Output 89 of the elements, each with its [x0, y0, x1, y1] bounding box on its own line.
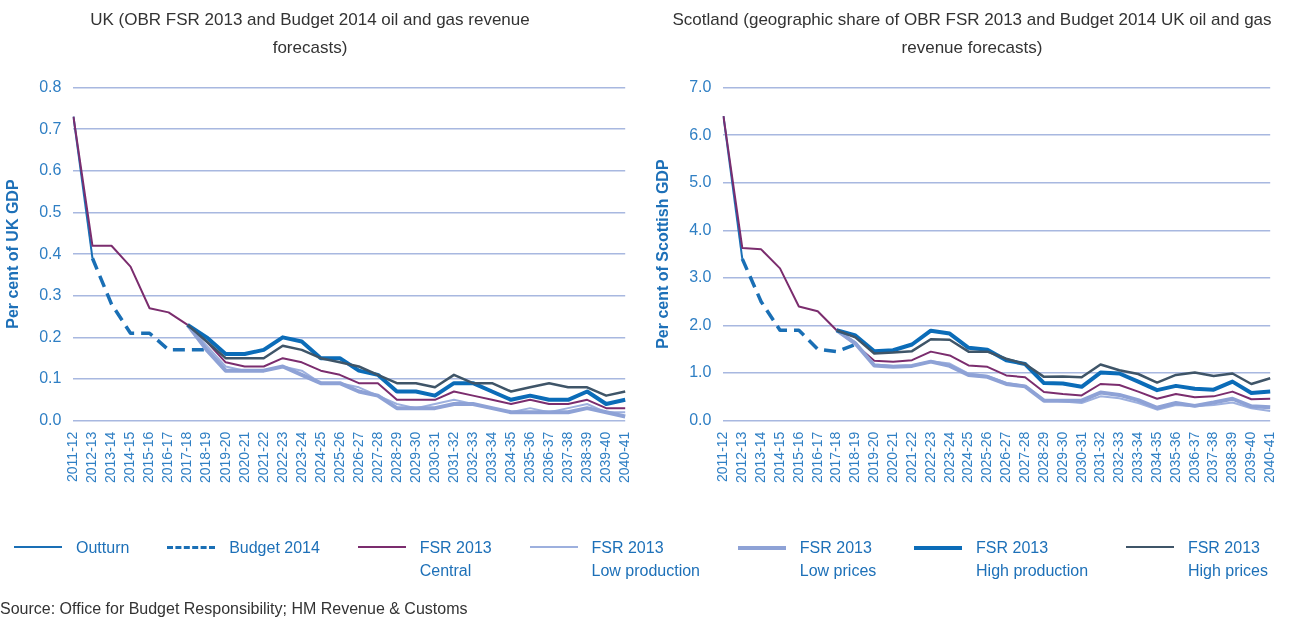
y-tick-label: 0.0 — [689, 411, 712, 429]
x-tick-label: 2012-13 — [733, 431, 750, 484]
x-tick-label: 2037-38 — [558, 431, 575, 484]
legend-label: FSR 2013 Low production — [591, 538, 701, 581]
y-tick-label: 0.2 — [39, 327, 62, 345]
x-tick-label: 2030-31 — [1072, 431, 1089, 484]
x-tick-label: 2019-20 — [865, 431, 882, 484]
legend-label: Outturn — [76, 538, 130, 558]
x-tick-label: 2039-40 — [1242, 431, 1259, 484]
x-tick-label: 2030-31 — [425, 431, 442, 484]
x-tick-label: 2020-21 — [883, 431, 900, 484]
x-tick-label: 2038-39 — [578, 431, 595, 484]
y-tick-label: 6.0 — [689, 125, 712, 143]
legend-label: Budget 2014 — [229, 538, 320, 558]
x-tick-label: 2024-25 — [959, 431, 976, 484]
x-tick-label: 2035-36 — [1166, 431, 1183, 484]
y-tick-label: 0.5 — [39, 202, 62, 220]
y-tick-label: 0.7 — [39, 119, 62, 137]
x-tick-label: 2032-33 — [1110, 431, 1127, 484]
y-tick-label: 5.0 — [689, 173, 712, 191]
x-tick-label: 2016-17 — [159, 431, 176, 484]
x-tick-label: 2024-25 — [311, 431, 328, 484]
source-note: Source: Office for Budget Responsibility; HM Revenue & Customs — [0, 600, 468, 618]
y-tick-label: 0.8 — [39, 78, 62, 96]
x-tick-label: 2033-34 — [1129, 431, 1146, 484]
x-tick-label: 2034-35 — [501, 431, 518, 484]
x-tick-label: 2025-26 — [978, 431, 995, 484]
x-tick-label: 2037-38 — [1204, 431, 1221, 484]
x-tick-label: 2027-28 — [368, 431, 385, 484]
y-tick-label: 1.0 — [689, 363, 712, 381]
x-tick-label: 2019-20 — [216, 431, 233, 484]
x-tick-label: 2039-40 — [597, 431, 614, 484]
x-tick-label: 2036-37 — [539, 431, 556, 484]
legend-label: FSR 2013 High prices — [1187, 538, 1268, 581]
x-tick-label: 2017-18 — [178, 431, 195, 484]
legend-label: FSR 2013 Low prices — [799, 538, 877, 581]
x-tick-label: 2026-27 — [349, 431, 366, 484]
x-tick-label: 2015-16 — [140, 431, 157, 484]
x-tick-label: 2027-28 — [1015, 431, 1032, 484]
x-tick-label: 2040-41 — [1261, 431, 1278, 484]
x-tick-label: 2033-34 — [482, 431, 499, 484]
y-tick-label: 7.0 — [689, 78, 712, 96]
y-tick-label: 0.1 — [39, 369, 62, 387]
x-tick-label: 2035-36 — [520, 431, 537, 484]
x-tick-label: 2017-18 — [827, 431, 844, 484]
x-tick-label: 2018-19 — [846, 431, 863, 484]
x-tick-label: 2031-32 — [444, 431, 461, 484]
x-tick-label: 2021-22 — [254, 431, 271, 484]
x-tick-label: 2040-41 — [616, 431, 633, 484]
x-tick-label: 2011-12 — [64, 431, 81, 482]
x-tick-label: 2016-17 — [808, 431, 825, 484]
x-tick-label: 2028-29 — [1034, 431, 1051, 484]
x-tick-label: 2023-24 — [940, 431, 957, 484]
x-tick-label: 2036-37 — [1185, 431, 1202, 484]
x-tick-label: 2031-32 — [1091, 431, 1108, 484]
x-tick-label: 2028-29 — [387, 431, 404, 484]
x-tick-label: 2021-22 — [902, 431, 919, 484]
x-tick-label: 2022-23 — [273, 431, 290, 484]
legend-label: FSR 2013 High production — [976, 538, 1089, 581]
y-tick-label: 0.4 — [39, 244, 62, 262]
y-tick-label: 0.3 — [39, 286, 62, 304]
x-tick-label: 2018-19 — [197, 431, 214, 484]
x-tick-label: 2038-39 — [1223, 431, 1240, 484]
x-tick-label: 2034-35 — [1147, 431, 1164, 484]
chart-title: UK (OBR FSR 2013 and Budget 2014 oil and gas revenue forecasts) — [89, 9, 531, 59]
x-tick-label: 2022-23 — [921, 431, 938, 484]
y-tick-label: 3.0 — [689, 268, 712, 286]
y-tick-label: 0.6 — [39, 161, 62, 179]
x-tick-label: 2012-13 — [83, 431, 100, 484]
y-axis-title: Per cent of UK GDP — [4, 179, 22, 329]
y-tick-label: 2.0 — [689, 315, 712, 333]
x-tick-label: 2013-14 — [102, 431, 119, 484]
x-tick-label: 2011-12 — [714, 431, 731, 482]
x-tick-label: 2020-21 — [235, 431, 252, 484]
y-tick-label: 4.0 — [689, 220, 712, 238]
chart-title: Scotland (geographic share of OBR FSR 2013 and Budget 2014 UK oil and gas revenue forecasts) — [672, 9, 1272, 59]
x-tick-label: 2025-26 — [330, 431, 347, 484]
x-tick-label: 2029-30 — [406, 431, 423, 484]
x-tick-label: 2026-27 — [997, 431, 1014, 484]
x-tick-label: 2029-30 — [1053, 431, 1070, 484]
x-tick-label: 2014-15 — [770, 431, 787, 484]
y-tick-label: 0.0 — [39, 411, 62, 429]
x-tick-label: 2014-15 — [121, 431, 138, 484]
legend-label: FSR 2013 Central — [419, 538, 492, 581]
x-tick-label: 2032-33 — [463, 431, 480, 484]
x-tick-label: 2013-14 — [752, 431, 769, 484]
y-axis-title: Per cent of Scottish GDP — [654, 159, 672, 349]
x-tick-label: 2023-24 — [292, 431, 309, 484]
x-tick-label: 2015-16 — [789, 431, 806, 484]
